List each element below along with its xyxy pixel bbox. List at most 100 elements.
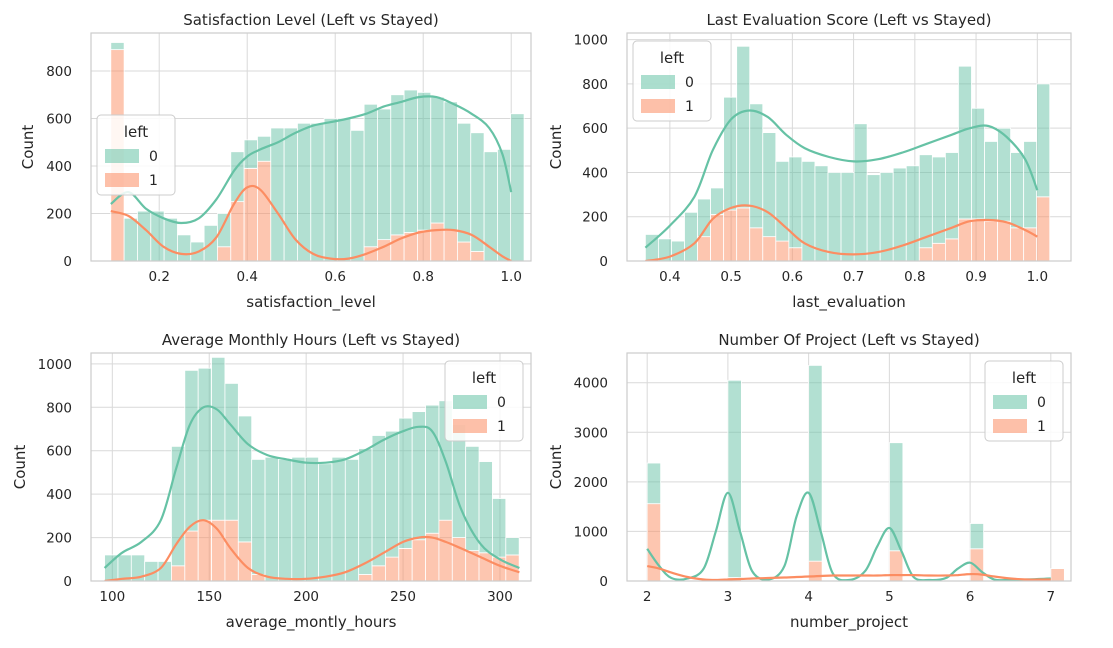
kde-line-stayed (103, 405, 520, 570)
bar-stayed (163, 217, 178, 261)
bar-stayed (470, 132, 485, 252)
legend-swatch (641, 75, 675, 89)
bar-left (971, 218, 985, 261)
x-axis-label: last_evaluation (792, 293, 905, 312)
bar-stayed (889, 442, 904, 552)
y-tick-label: 600 (46, 112, 72, 128)
kde-line-stayed (110, 95, 513, 225)
bar-stayed (684, 211, 698, 261)
bar-left (411, 539, 426, 581)
y-tick-label: 0 (63, 574, 72, 590)
bar-stayed (1036, 83, 1051, 198)
y-tick-label: 3000 (574, 425, 608, 441)
y-tick-label: 400 (46, 487, 72, 503)
plot-frame (90, 32, 532, 262)
subplot-title: Average Monthly Hours (Left vs Stayed) (162, 331, 460, 349)
bar-left (710, 214, 725, 261)
bar-stayed (318, 463, 333, 581)
bar-stayed (211, 356, 226, 521)
y-tick-label: 1000 (38, 357, 72, 373)
x-tick-label: 0.4 (236, 269, 257, 285)
legend-entry-label: 1 (685, 99, 694, 115)
x-tick-label: 0.9 (965, 269, 986, 285)
legend-title: left (660, 49, 684, 67)
bar-stayed (350, 129, 365, 261)
bar-left (808, 560, 823, 581)
legend-title: left (472, 369, 496, 387)
y-tick-label: 800 (582, 77, 608, 93)
x-tick-label: 7 (1047, 589, 1056, 605)
bar-stayed (840, 172, 855, 261)
legend-entry-label: 1 (1037, 419, 1046, 435)
bar-stayed (853, 123, 868, 261)
bar-stayed (918, 154, 933, 249)
bar-left (723, 209, 738, 261)
y-tick-label: 800 (46, 400, 72, 416)
y-tick-label: 1000 (574, 524, 608, 540)
bar-stayed (510, 113, 525, 261)
bar-left (197, 519, 212, 581)
bar-stayed (451, 424, 467, 538)
x-tick-label: 0.5 (720, 269, 741, 285)
bar-stayed (827, 172, 842, 261)
x-tick-label: 0.7 (843, 269, 864, 285)
bar-left (1050, 568, 1065, 581)
legend-title: left (1012, 369, 1036, 387)
kde-line-left (104, 519, 520, 581)
plot-frame (626, 32, 1072, 262)
x-tick-label: 250 (390, 589, 416, 605)
bar-stayed (505, 537, 520, 556)
y-tick-label: 200 (582, 210, 608, 226)
bar-stayed (270, 127, 285, 261)
legend-swatch (105, 173, 139, 187)
bar-stayed (110, 42, 125, 51)
bar-stayed (217, 213, 232, 248)
bar-stayed (710, 187, 725, 215)
bar-stayed (425, 404, 440, 534)
kde-line-stayed (646, 491, 1051, 581)
bar-stayed (363, 103, 378, 248)
x-tick-label: 4 (804, 589, 813, 605)
x-tick-label: 2 (643, 589, 652, 605)
bar-left (749, 227, 764, 261)
bar-stayed (310, 122, 325, 261)
bar-stayed (304, 456, 319, 581)
legend-entry-label: 0 (685, 75, 694, 91)
kde-line-left (110, 184, 512, 261)
bar-left (457, 241, 472, 261)
bar-stayed (291, 456, 306, 581)
y-axis-label: Count (19, 125, 37, 170)
bar-left (470, 251, 485, 261)
y-tick-label: 600 (46, 444, 72, 460)
bar-left (984, 220, 998, 261)
x-axis-label: satisfaction_level (246, 293, 376, 312)
bar-left (1010, 227, 1025, 261)
bar-stayed (478, 461, 493, 554)
legend-entry-label: 0 (497, 395, 506, 411)
legend-swatch (641, 99, 675, 113)
bar-left (385, 556, 400, 581)
bar-left (451, 537, 467, 581)
bar-left (425, 532, 440, 581)
x-tick-label: 0.6 (782, 269, 803, 285)
bar-stayed (646, 462, 662, 505)
bar-stayed (323, 118, 338, 261)
bar-left (889, 550, 904, 581)
bar-left (217, 246, 232, 261)
legend-entry-label: 1 (149, 173, 158, 189)
subplot-4: 2 3 4 5 6 7 0 1000 2000 3000 4000 Number Of Project… (547, 331, 1072, 632)
legend-entry-label: 1 (497, 419, 506, 435)
bar-left (398, 548, 413, 581)
bar-stayed (137, 210, 152, 261)
x-tick-label: 300 (487, 589, 513, 605)
legend-swatch (105, 149, 139, 163)
bar-left (358, 574, 373, 581)
bar-stayed (969, 523, 985, 550)
bar-left (997, 220, 1012, 261)
bar-left (918, 247, 933, 261)
bar-left (697, 236, 711, 261)
bar-left (775, 240, 790, 261)
